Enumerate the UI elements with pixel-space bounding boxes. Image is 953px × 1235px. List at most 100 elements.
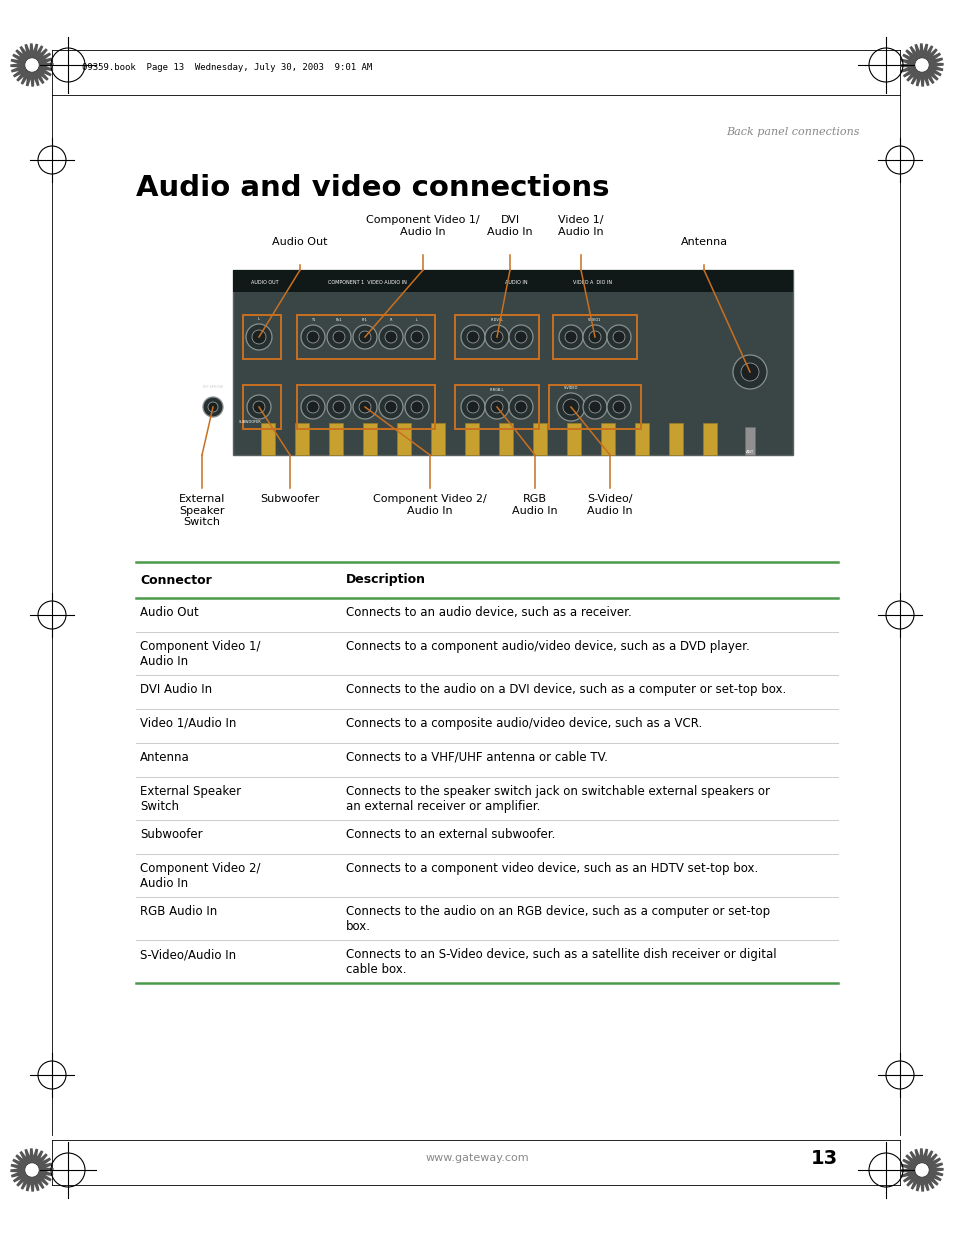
Text: 09359.book  Page 13  Wednesday, July 30, 2003  9:01 AM: 09359.book Page 13 Wednesday, July 30, 2… [82, 63, 372, 72]
Text: Video 1/
Audio In: Video 1/ Audio In [558, 215, 603, 237]
Text: ANT: ANT [745, 450, 754, 454]
Circle shape [484, 395, 509, 419]
Circle shape [467, 401, 478, 412]
Circle shape [327, 395, 351, 419]
Bar [261, 424, 274, 454]
Circle shape [613, 331, 624, 343]
Text: Connects to an S-Video device, such as a satellite dish receiver or digital
cabl: Connects to an S-Video device, such as a… [346, 948, 776, 976]
Text: Component Video 1/
Audio In: Component Video 1/ Audio In [366, 215, 479, 237]
Text: VIDEO A  DIO IN: VIDEO A DIO IN [573, 279, 612, 284]
Text: Component Video 2/
Audio In: Component Video 2/ Audio In [373, 494, 486, 515]
Text: Antenna: Antenna [679, 237, 727, 247]
Circle shape [208, 403, 218, 412]
Text: Audio Out: Audio Out [272, 237, 328, 247]
Text: Connects to a component video device, such as an HDTV set-top box.: Connects to a component video device, su… [346, 862, 758, 876]
Circle shape [385, 331, 396, 343]
Text: Connects to the audio on an RGB device, such as a computer or set-top
box.: Connects to the audio on an RGB device, … [346, 905, 769, 932]
Circle shape [353, 395, 376, 419]
Text: AUDIO OUT: AUDIO OUT [251, 279, 278, 284]
Circle shape [515, 331, 526, 343]
Bar [464, 424, 478, 454]
Circle shape [467, 331, 478, 343]
Circle shape [491, 401, 502, 412]
Text: S-Video/Audio In: S-Video/Audio In [140, 948, 236, 961]
Circle shape [582, 395, 606, 419]
Circle shape [405, 325, 429, 350]
Text: Y1: Y1 [311, 317, 314, 322]
Bar [233, 270, 792, 291]
Text: RGB Audio In: RGB Audio In [140, 905, 217, 918]
Circle shape [358, 401, 371, 412]
Bar [329, 424, 343, 454]
Circle shape [203, 396, 223, 417]
Text: Connects to the speaker switch jack on switchable external speakers or
an extern: Connects to the speaker switch jack on s… [346, 785, 769, 813]
Circle shape [484, 325, 509, 350]
Circle shape [411, 331, 422, 343]
Polygon shape [11, 1149, 53, 1191]
Circle shape [247, 395, 271, 419]
Circle shape [515, 401, 526, 412]
Circle shape [25, 58, 39, 72]
Text: Subwoofer: Subwoofer [260, 494, 319, 504]
Text: L: L [257, 317, 260, 321]
Text: Audio and video connections: Audio and video connections [136, 174, 609, 203]
Text: Component Video 2/
Audio In: Component Video 2/ Audio In [140, 862, 260, 890]
Circle shape [491, 331, 502, 343]
Circle shape [307, 331, 318, 343]
Text: R-RGB-L: R-RGB-L [489, 388, 504, 391]
Text: Subwoofer: Subwoofer [140, 827, 202, 841]
Polygon shape [900, 44, 942, 86]
Text: Connects to an audio device, such as a receiver.: Connects to an audio device, such as a r… [346, 606, 631, 619]
Bar [243, 385, 281, 429]
Bar [553, 315, 637, 359]
Bar [363, 424, 376, 454]
Circle shape [246, 324, 272, 350]
Circle shape [333, 331, 345, 343]
Text: RGB
Audio In: RGB Audio In [512, 494, 558, 515]
Circle shape [558, 325, 582, 350]
Text: Connects to the audio on a DVI device, such as a computer or set-top box.: Connects to the audio on a DVI device, s… [346, 683, 785, 697]
Polygon shape [900, 1149, 942, 1191]
Circle shape [606, 325, 630, 350]
Circle shape [564, 331, 577, 343]
Circle shape [588, 331, 600, 343]
Text: R-DVI-L: R-DVI-L [490, 317, 503, 322]
Circle shape [253, 401, 265, 412]
Text: Connector: Connector [140, 573, 212, 587]
Bar [296, 315, 435, 359]
Circle shape [301, 395, 325, 419]
Circle shape [25, 1163, 39, 1177]
Circle shape [914, 1163, 928, 1177]
Text: Connects to an external subwoofer.: Connects to an external subwoofer. [346, 827, 555, 841]
Circle shape [460, 325, 484, 350]
Text: S-Video/
Audio In: S-Video/ Audio In [587, 494, 632, 515]
Circle shape [582, 325, 606, 350]
Text: Connects to a component audio/video device, such as a DVD player.: Connects to a component audio/video devi… [346, 640, 749, 653]
Bar [431, 424, 444, 454]
Circle shape [358, 331, 371, 343]
Circle shape [307, 401, 318, 412]
Text: Connects to a VHF/UHF antenna or cable TV.: Connects to a VHF/UHF antenna or cable T… [346, 751, 607, 764]
Text: Antenna: Antenna [140, 751, 190, 764]
Text: EXT.SPK/SW: EXT.SPK/SW [202, 385, 223, 389]
Text: DVI
Audio In: DVI Audio In [487, 215, 533, 237]
Text: Component Video 1/
Audio In: Component Video 1/ Audio In [140, 640, 260, 668]
Bar [668, 424, 682, 454]
Circle shape [509, 325, 533, 350]
Text: Video 1/Audio In: Video 1/Audio In [140, 718, 236, 730]
Circle shape [588, 401, 600, 412]
Circle shape [606, 395, 630, 419]
Text: www.gateway.com: www.gateway.com [425, 1153, 528, 1163]
Circle shape [732, 354, 766, 389]
Circle shape [333, 401, 345, 412]
Bar [243, 315, 281, 359]
Bar [455, 385, 538, 429]
Circle shape [411, 401, 422, 412]
Polygon shape [11, 44, 53, 86]
Text: External Speaker
Switch: External Speaker Switch [140, 785, 241, 813]
Text: Pr1: Pr1 [362, 317, 368, 322]
Circle shape [914, 58, 928, 72]
Bar [498, 424, 513, 454]
Text: Pb1: Pb1 [335, 317, 342, 322]
Circle shape [613, 401, 624, 412]
